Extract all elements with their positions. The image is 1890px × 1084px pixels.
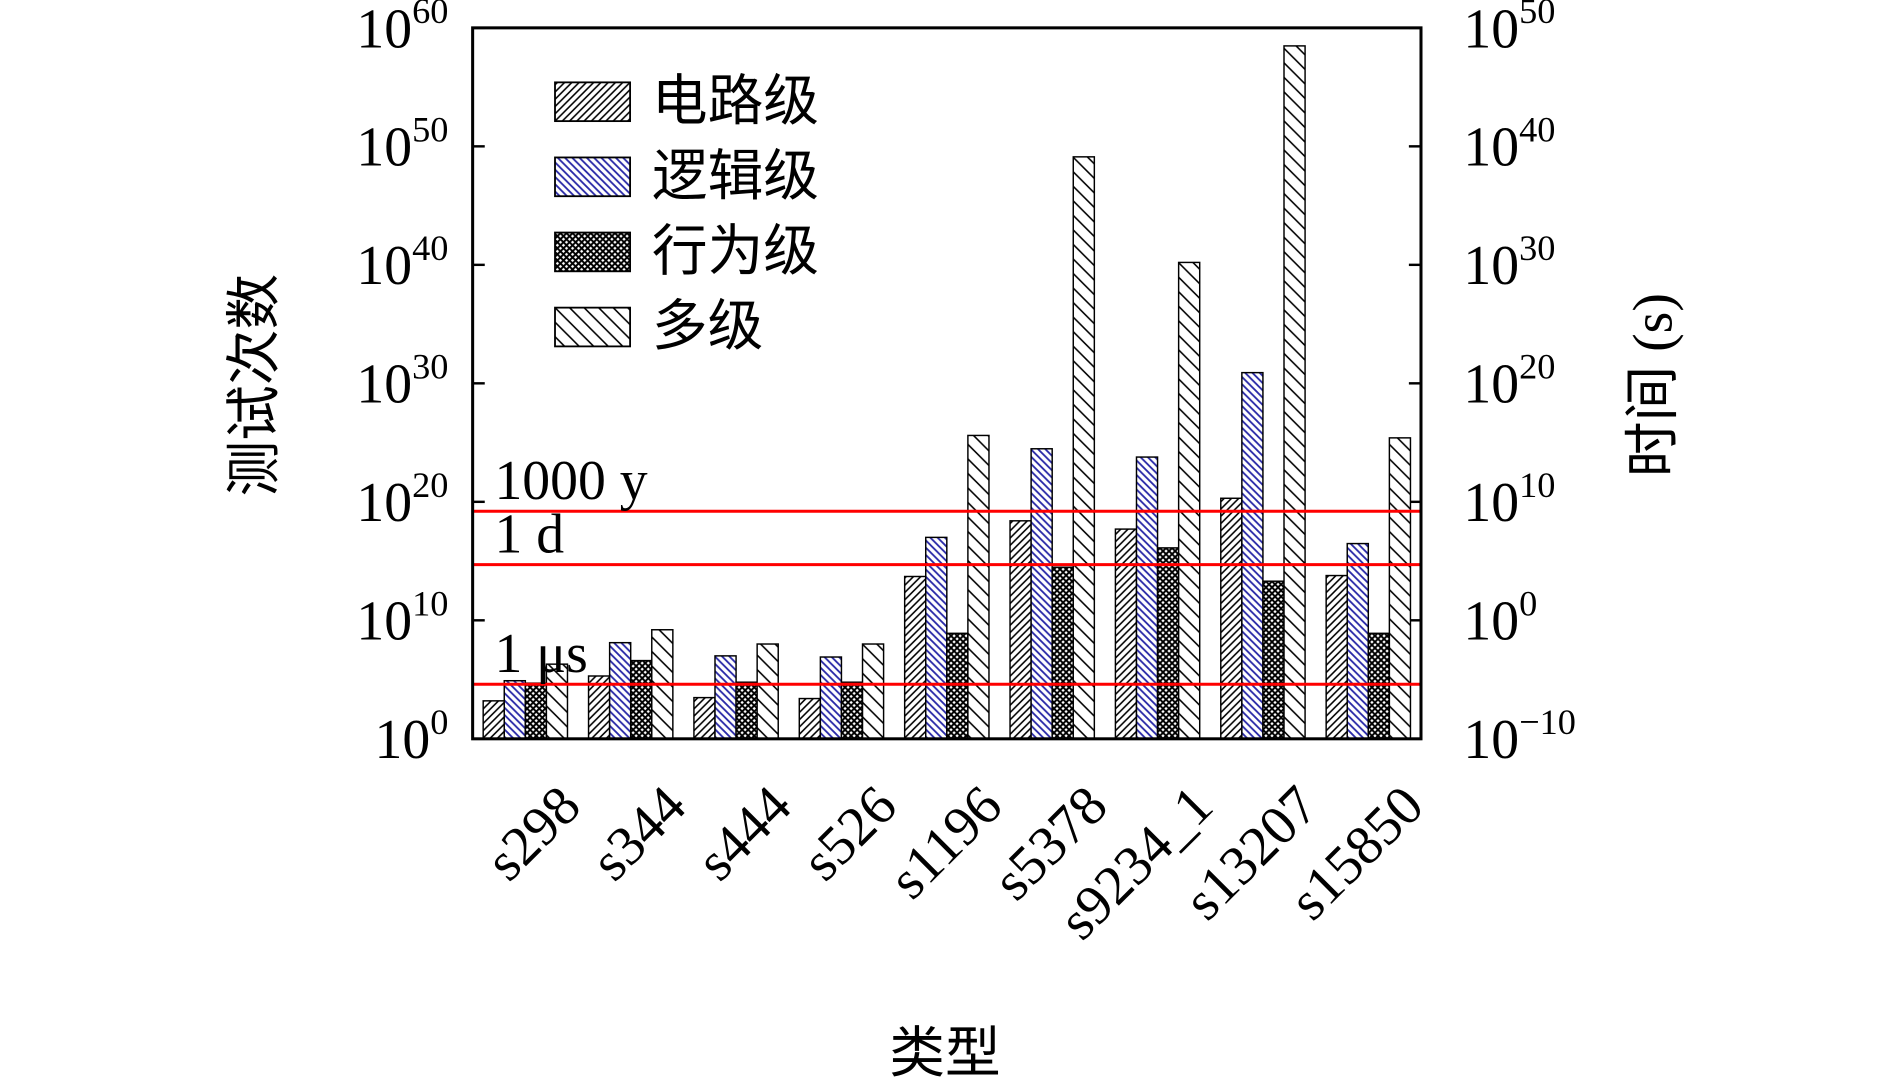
y-tick-label: 1030 [356, 346, 448, 415]
bar [1135, 456, 1159, 740]
bar [693, 696, 716, 740]
y2-tick-label: 1040 [1463, 110, 1555, 179]
bar [840, 681, 864, 740]
y-tick-label-exp: 0 [430, 702, 448, 742]
bar [1367, 632, 1391, 740]
plot-frame [471, 26, 1423, 741]
y2-tick-label-exp: −10 [1519, 702, 1576, 742]
y-tick-label-exp: 10 [412, 583, 448, 623]
y-tick-label: 1050 [356, 110, 448, 179]
y-tick-label-base: 10 [356, 354, 412, 416]
reference-label: 1000 y [494, 450, 647, 512]
x-tick-label: s444 [685, 774, 803, 892]
y-axis-label: 测试次数 [224, 274, 286, 497]
y-tick-label-base: 10 [356, 0, 412, 60]
bar [1030, 448, 1053, 740]
y2-tick-label-base: 10 [1463, 354, 1519, 416]
bar [524, 682, 548, 740]
bar [925, 536, 948, 740]
y2-tick-label: 100 [1463, 583, 1537, 652]
bar [861, 643, 885, 740]
y-tick-label-base: 10 [356, 117, 412, 179]
y2-tick-label-exp: 0 [1519, 583, 1537, 623]
x-tick-label: s344 [580, 774, 698, 892]
bar [798, 697, 822, 740]
bar [1220, 497, 1243, 740]
y-tick-label: 1040 [356, 228, 448, 297]
x-axis-label: 类型 [889, 1023, 1000, 1084]
y2-tick-label: 1050 [1463, 0, 1555, 60]
y2-tick-label: 1020 [1463, 346, 1555, 415]
y-tick-label-exp: 50 [412, 110, 448, 150]
bar [1156, 547, 1180, 740]
y2-tick-label: 1010 [1463, 465, 1555, 534]
bar [1009, 520, 1032, 740]
bar [967, 434, 990, 740]
legend-label: 电路级 [652, 71, 819, 133]
y-tick-label: 1060 [356, 0, 448, 60]
y2-tick-label-exp: 50 [1519, 0, 1555, 31]
y-tick-label: 1010 [356, 583, 448, 652]
y2-tick-label-base: 10 [1463, 472, 1519, 534]
y2-tick-label-base: 10 [1463, 117, 1519, 179]
y-tick-label-base: 10 [356, 235, 412, 297]
y2-tick-label: 10−10 [1463, 702, 1576, 771]
x-tick-label: s1196 [878, 774, 1014, 910]
bar [1177, 261, 1201, 740]
y2-tick-label-base: 10 [1463, 0, 1519, 60]
bar [1346, 542, 1370, 740]
y-tick-label-base: 10 [356, 591, 412, 653]
legend-label: 逻辑级 [652, 146, 819, 208]
legend-label: 行为级 [652, 221, 819, 283]
bar [714, 655, 737, 740]
y-tick-label-exp: 40 [412, 228, 448, 268]
y-tick-label: 100 [375, 702, 449, 771]
y2-tick-label-base: 10 [1463, 591, 1519, 653]
legend-label: 多级 [652, 296, 763, 358]
bar [756, 643, 779, 740]
bar [1114, 528, 1138, 740]
y-tick-label: 1020 [356, 465, 448, 534]
y-tick-label-exp: 60 [412, 0, 448, 31]
bar [946, 632, 969, 740]
y2-tick-label-base: 10 [1463, 709, 1519, 771]
bar [482, 700, 505, 740]
bar [1072, 156, 1096, 740]
reference-label: 1 μs [494, 623, 587, 685]
bar [819, 656, 843, 740]
legend-swatch [554, 231, 632, 273]
legend-swatch [554, 81, 632, 123]
y-tick-label-exp: 30 [412, 346, 448, 386]
y2-tick-label-exp: 10 [1519, 465, 1555, 505]
bar [1262, 580, 1285, 740]
y2-tick-label-base: 10 [1463, 235, 1519, 297]
bar [1051, 566, 1074, 740]
bar [735, 681, 758, 740]
legend-swatch [554, 156, 632, 198]
y-tick-label-exp: 20 [412, 465, 448, 505]
y2-tick-label-exp: 30 [1519, 228, 1555, 268]
bar [903, 575, 927, 740]
y2-axis-label: 时间 (s) [1623, 293, 1685, 477]
y-tick-label-base: 10 [375, 709, 431, 771]
y2-tick-label-exp: 20 [1519, 346, 1555, 386]
x-tick-label: s298 [474, 774, 592, 892]
y2-tick-label-exp: 40 [1519, 110, 1555, 150]
bar [1388, 437, 1412, 740]
bar [629, 659, 653, 740]
bar [1283, 45, 1306, 740]
y2-tick-label: 1030 [1463, 228, 1555, 297]
legend-swatch [554, 306, 632, 348]
bar [503, 679, 527, 740]
y-tick-label-base: 10 [356, 472, 412, 534]
reference-label: 1 d [494, 504, 564, 566]
bar [1325, 574, 1348, 740]
bar [608, 641, 632, 740]
